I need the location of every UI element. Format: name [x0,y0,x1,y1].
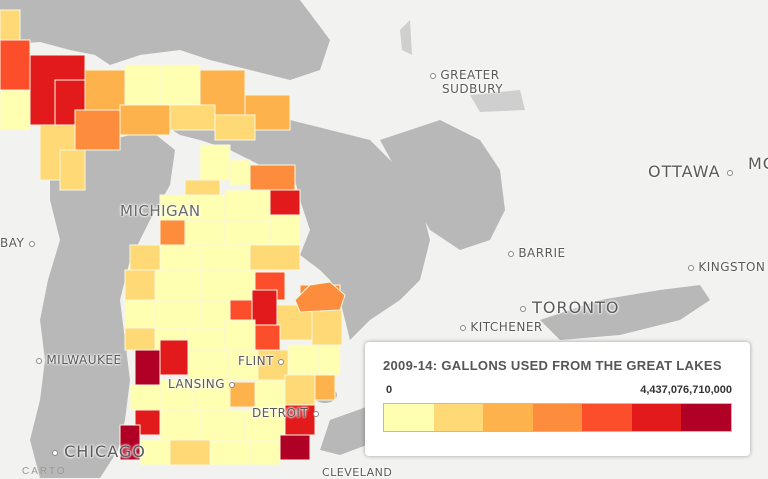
city-dot-icon [52,449,58,456]
legend-swatch [582,404,632,431]
city-label-mo: MC [748,154,768,173]
city-label-detroit: DETROIT [252,406,319,420]
city-label-flint: FLINT [238,354,285,368]
city-dot-icon [278,358,285,365]
legend-title: 2009-14: GALLONS USED FROM THE GREAT LAK… [383,358,722,373]
city-label-lansing: LANSING [168,377,236,391]
city-label-sudbury: GREATER SUDBURY [430,68,503,96]
lake-michigan [30,130,175,478]
city-dot-icon [28,240,35,247]
legend-max-value: 4,437,076,710,000 [640,384,732,396]
city-label-chicago: CHICAGO [52,442,146,461]
lake-superior [0,0,330,80]
legend-color-scale [383,403,732,432]
city-dot-icon [430,72,436,79]
city-dot-icon [312,410,319,417]
legend-swatch [681,404,732,431]
georgian-bay [380,120,505,250]
carto-attribution[interactable]: CARTO [22,466,67,477]
city-dot-icon [726,169,733,176]
legend-swatch [384,404,434,431]
city-dot-icon [460,324,466,331]
city-label-barrie: BARRIE [508,246,566,260]
city-label-toronto: TORONTO [520,298,620,317]
city-dot-icon [229,381,236,388]
lake-ontario [540,285,710,340]
legend-panel: 2009-14: GALLONS USED FROM THE GREAT LAK… [365,342,750,456]
city-dot-icon [520,305,526,312]
city-dot-icon [688,264,694,271]
state-label-michigan: MICHIGAN [120,202,201,220]
county-layer-upper [0,9,291,191]
city-label-kingston: KINGSTON [688,260,765,274]
city-label-ottawa: OTTAWA [648,162,733,181]
legend-swatch [631,404,682,431]
city-dot-icon [508,250,514,257]
lake-huron [140,100,430,340]
legend-swatch [483,404,533,431]
legend-swatch [433,404,484,431]
legend-range: 0 4,437,076,710,000 [383,384,732,398]
legend-min-value: 0 [386,384,393,396]
city-label-green-bay: BAY [0,236,35,250]
city-label-milwaukee: MILWAUKEE [36,353,122,367]
county-huron [294,281,346,313]
city-label-kitchener: KITCHENER [460,320,543,334]
city-dot-icon [36,357,42,364]
legend-swatch [532,404,583,431]
city-label-cleveland: CLEVELAND [322,466,393,479]
